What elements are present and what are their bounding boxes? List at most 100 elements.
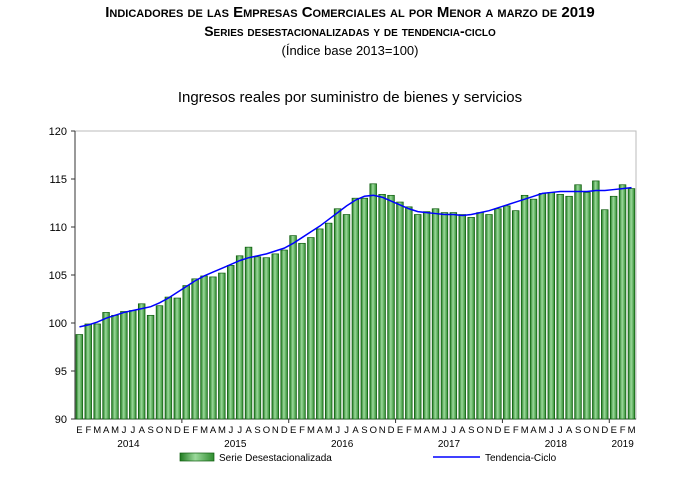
bar [316,228,324,420]
bar [360,197,369,420]
x-tick-label: F [620,425,626,436]
x-tick-label: D [281,425,288,436]
index-base-note: (Índice base 2013=100) [281,43,419,58]
bar [182,285,190,420]
bar [556,194,564,420]
bar [209,276,217,420]
x-tick-label: S [361,425,367,436]
year-label: 2016 [331,439,354,450]
x-tick-label: E [611,425,617,436]
x-tick-label: J [237,425,242,436]
x-tick-label: D [388,425,395,436]
x-tick-label: M [414,425,422,436]
year-label: 2015 [224,439,247,450]
x-tick-label: D [495,425,502,436]
bar [173,297,182,420]
x-tick-label: E [76,425,82,436]
bar [271,253,279,420]
x-tick-label: J [549,425,554,436]
y-tick-label: 100 [49,318,67,330]
x-tick-label: N [486,425,493,436]
x-tick-label: M [93,425,101,436]
bar [369,183,377,420]
bar [601,209,609,420]
bar [137,303,146,420]
bar [574,184,582,420]
bar [405,206,413,420]
bar [75,334,84,420]
bar [609,195,618,420]
bar [583,192,591,420]
bar [440,212,449,420]
x-tick-label: J [344,425,349,436]
x-tick-label: J [228,425,233,436]
report-subtitle: Series desestacionalizadas y de tendenci… [204,23,496,39]
bar [84,323,92,420]
x-tick-label: A [352,425,359,436]
bar [235,255,244,420]
bar [378,194,386,420]
x-tick-label: O [263,425,270,436]
x-tick-label: N [165,425,172,436]
y-tick-label: 90 [55,414,67,426]
bar [244,246,253,420]
bar [538,193,547,420]
bar [146,314,155,420]
bar [485,214,493,420]
y-tick-label: 115 [49,174,67,186]
bar [280,249,288,420]
bar [191,278,199,420]
y-tick-label: 110 [49,222,67,234]
bar [333,208,342,420]
bar [289,235,297,420]
bar [592,180,600,420]
x-tick-label: J [451,425,456,436]
x-tick-label: E [290,425,296,436]
bar [396,201,404,420]
x-tick-label: M [111,425,119,436]
x-tick-label: S [575,425,581,436]
bar [342,214,351,420]
year-label: 2017 [438,439,461,450]
report-title: Indicadores de las Empresas Comerciales … [105,4,595,21]
bar [102,312,110,420]
bar [414,214,422,420]
bar [618,184,627,420]
x-tick-label: M [539,425,547,436]
x-tick-label: M [521,425,529,436]
x-tick-label: A [139,425,146,436]
x-tick-label: M [432,425,440,436]
x-tick-label: M [200,425,208,436]
bar [458,214,466,420]
year-label: 2014 [117,439,140,450]
trend-line [79,186,632,328]
x-tick-label: F [406,425,412,436]
x-tick-label: S [254,425,260,436]
bar [547,192,556,420]
bar [511,210,520,420]
bar [307,237,315,420]
x-tick-label: J [131,425,136,436]
bar [422,211,431,420]
x-tick-label: D [174,425,181,436]
x-tick-label: F [299,425,305,436]
x-tick-label: E [397,425,403,436]
x-tick-label: N [272,425,279,436]
x-tick-label: O [476,425,483,436]
bar [449,212,458,420]
x-tick-label: S [468,425,474,436]
chart-title: Ingresos reales por suministro de bienes… [177,89,523,106]
bar [111,314,119,420]
bar [218,272,226,420]
x-tick-label: A [245,425,252,436]
x-tick-label: M [325,425,333,436]
bar [351,197,360,420]
bar [324,222,333,420]
bar [467,217,475,420]
y-tick-label: 105 [49,270,67,282]
x-tick-label: E [183,425,189,436]
bar [503,205,511,420]
x-tick-label: J [558,425,563,436]
year-label: 2018 [545,439,568,450]
